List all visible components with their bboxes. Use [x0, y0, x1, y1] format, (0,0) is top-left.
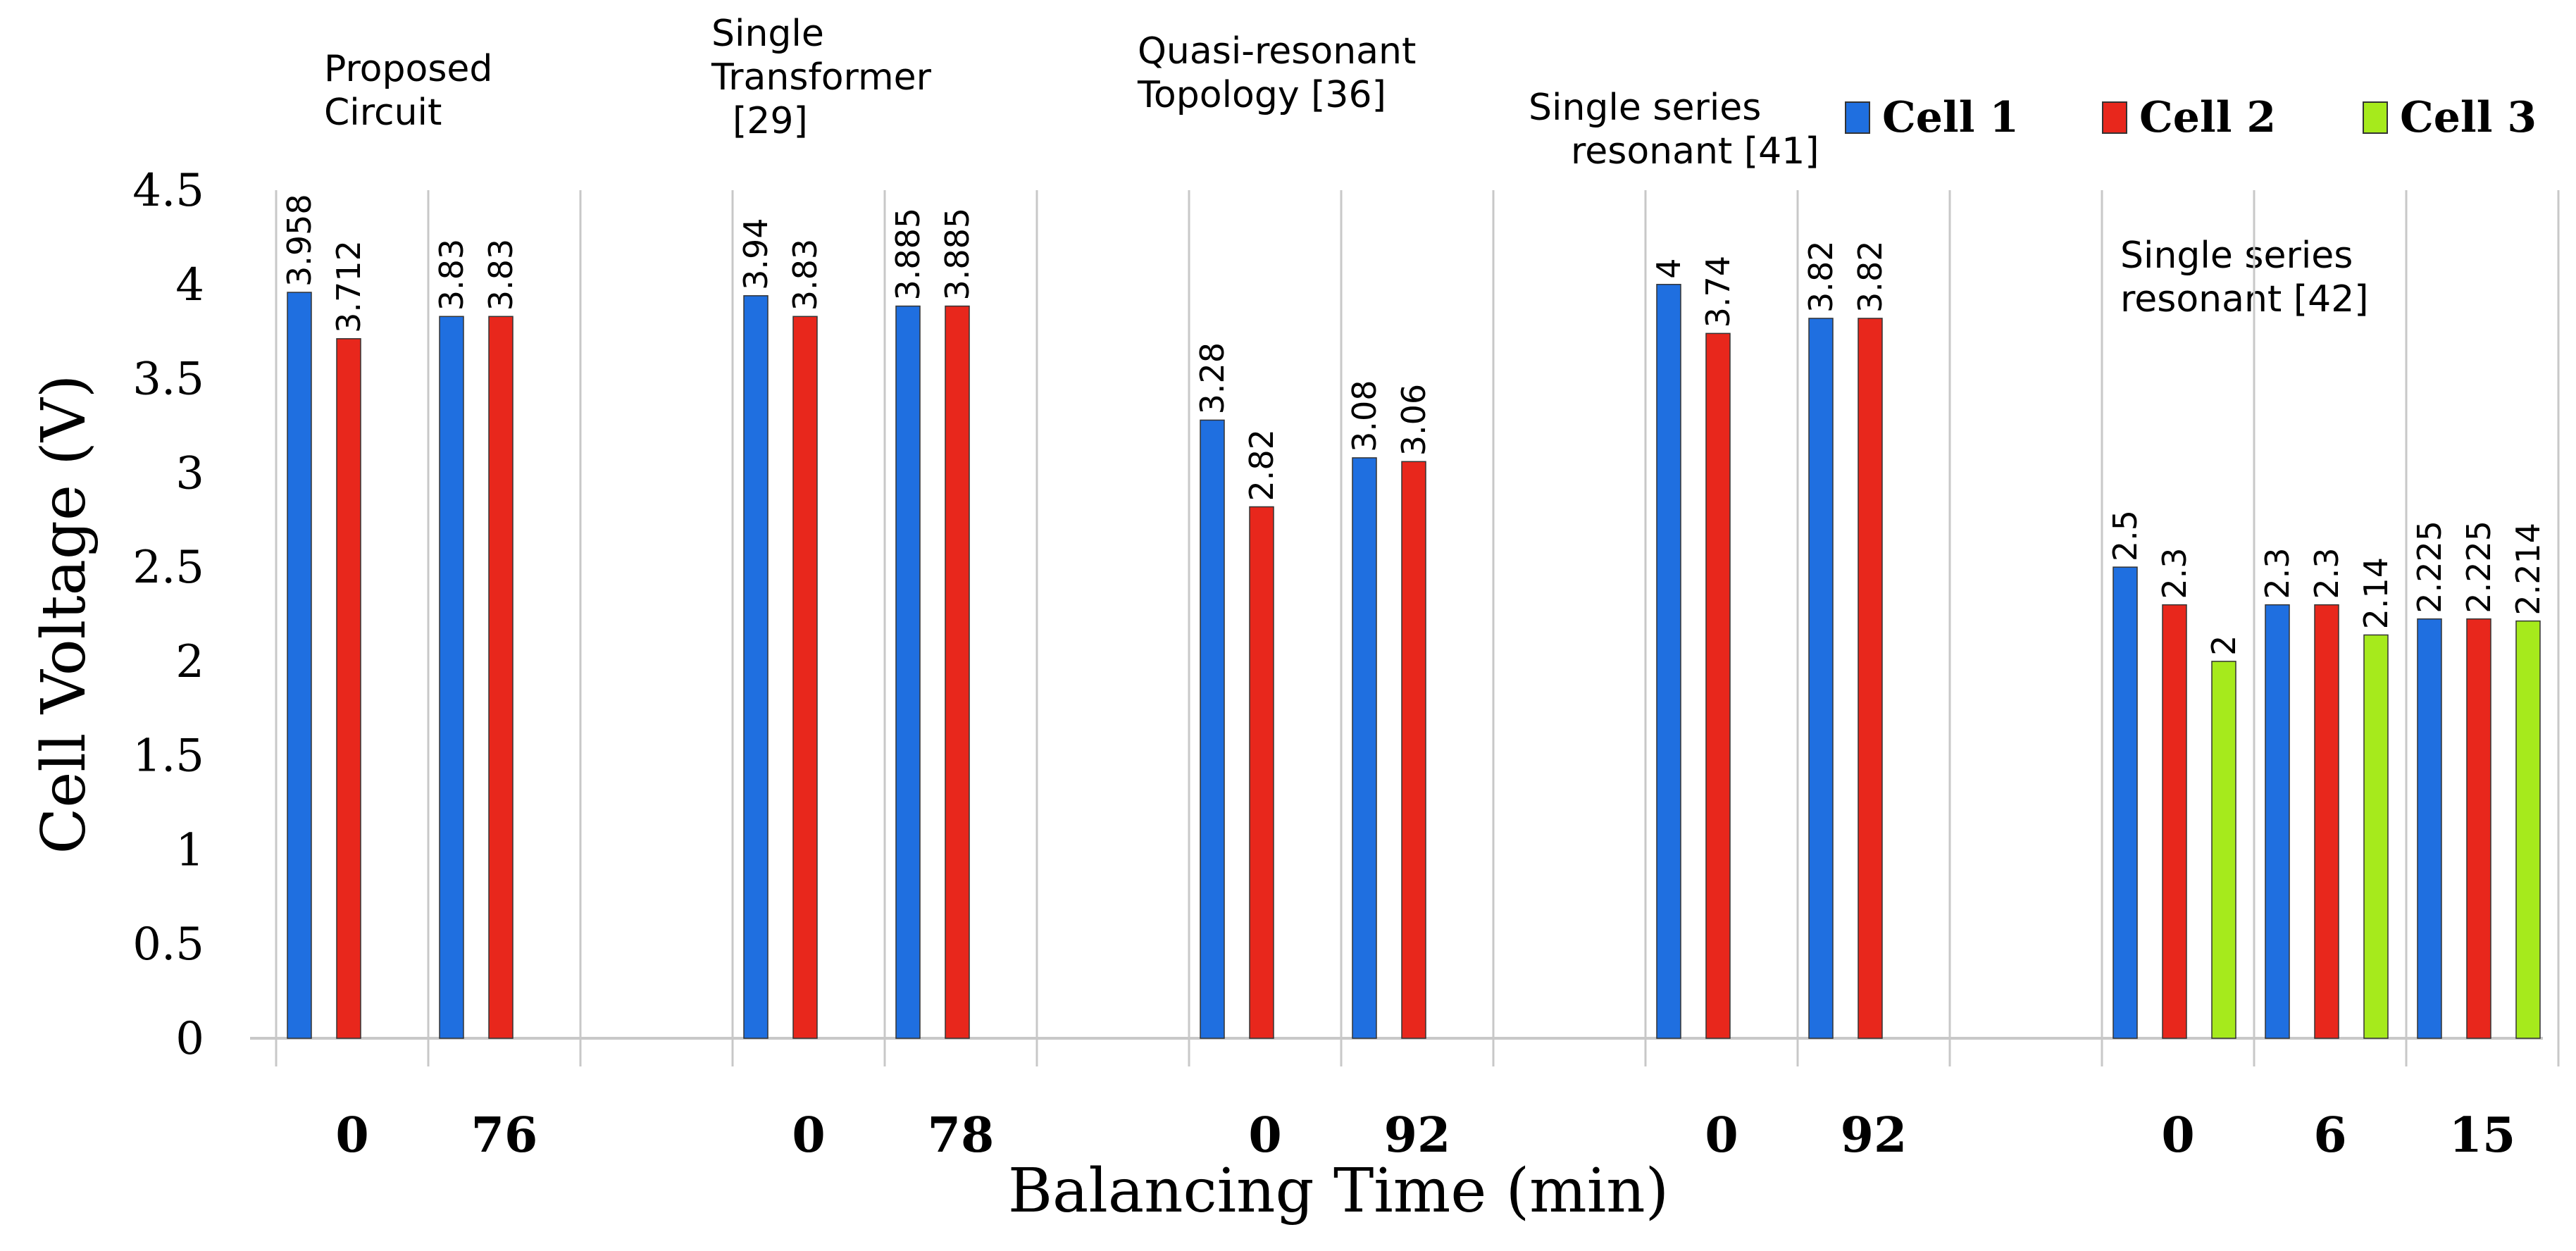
- group-label: Single series: [1529, 87, 1761, 129]
- data-label: 2.225: [2410, 521, 2449, 614]
- data-label: 3.83: [786, 239, 824, 311]
- bar-cell-2: [1858, 318, 1883, 1039]
- bar-cell-2: [1705, 332, 1731, 1039]
- bar-cell-3: [2363, 634, 2389, 1039]
- data-label: 2.214: [2509, 523, 2547, 616]
- group-label: Quasi-resonant: [1138, 30, 1416, 73]
- bar-cell-2: [336, 338, 361, 1039]
- bar-cell-2: [1249, 506, 1274, 1039]
- legend-swatch-cell-2: [2102, 101, 2127, 134]
- bar-cell-1: [743, 295, 769, 1039]
- x-tick-label: 6: [2313, 1107, 2346, 1164]
- bar-cell-2: [2162, 604, 2187, 1039]
- bar-cell-1: [2113, 566, 2138, 1039]
- bar-cell-1: [1808, 318, 1834, 1039]
- bar-cell-1: [2417, 618, 2442, 1039]
- group-label: Single: [711, 13, 824, 55]
- group-label: [29]: [733, 100, 808, 142]
- y-tick-label: 3: [175, 447, 204, 499]
- bar-cell-1: [1656, 284, 1681, 1039]
- y-tick-label: 0.5: [132, 919, 204, 971]
- data-label: 3.712: [330, 240, 368, 333]
- y-tick-label: 4.5: [132, 165, 204, 217]
- bar-cell-2: [2466, 618, 2491, 1039]
- data-label: 2: [2205, 635, 2243, 656]
- bar-cell-1: [895, 305, 921, 1039]
- x-tick-label: 0: [335, 1107, 368, 1164]
- bar-cell-3: [2211, 661, 2236, 1039]
- bar-cell-1: [287, 292, 312, 1039]
- y-tick-label: 4: [175, 259, 204, 311]
- legend-label: Cell 1: [1882, 93, 2019, 142]
- data-label: 3.08: [1345, 380, 1383, 452]
- legend-label: Cell 2: [2139, 93, 2276, 142]
- data-label: 3.82: [1851, 241, 1889, 313]
- y-tick-label: 1: [175, 824, 204, 876]
- x-tick-label: 78: [928, 1107, 995, 1164]
- data-label: 3.74: [1699, 256, 1737, 328]
- data-label: 2.3: [2155, 547, 2194, 599]
- data-label: 3.94: [737, 218, 775, 290]
- bar-cell-3: [2515, 620, 2541, 1039]
- group-label: resonant [41]: [1571, 130, 1819, 173]
- bar-cell-2: [1401, 461, 1426, 1039]
- data-label: 3.06: [1395, 384, 1433, 456]
- data-label: 2.5: [2106, 510, 2144, 561]
- group-label: Single series: [2120, 235, 2353, 277]
- bar-cell-2: [945, 305, 970, 1039]
- x-tick-label: 15: [2449, 1107, 2516, 1164]
- x-tick-label: 0: [1705, 1107, 1738, 1164]
- data-label: 2.225: [2460, 521, 2498, 614]
- data-label: 3.82: [1802, 241, 1840, 313]
- data-label: 2.3: [2308, 547, 2346, 599]
- group-label: Proposed: [324, 48, 492, 90]
- group-label: Transformer: [711, 56, 932, 99]
- bar-cell-2: [792, 316, 818, 1039]
- plot-area: 0 0.5 1 1.5 2 2.5 3 3.5 4 4.5 Cell Voltage (V) Bala…: [29, 13, 2560, 1226]
- data-label: 2.14: [2357, 557, 2395, 629]
- y-tick-label: 3.5: [132, 354, 204, 406]
- data-label: 3.83: [482, 239, 520, 311]
- y-axis-title: Cell Voltage (V): [29, 375, 99, 854]
- y-tick-label: 2.5: [132, 542, 204, 594]
- x-tick-label: 76: [471, 1107, 538, 1164]
- legend-label: Cell 3: [2400, 93, 2537, 142]
- y-tick-label: 2: [175, 636, 204, 688]
- data-label: 3.28: [1193, 342, 1231, 414]
- legend-swatch-cell-3: [2363, 101, 2388, 134]
- group-label: Topology [36]: [1137, 74, 1386, 116]
- y-tick-label: 1.5: [132, 730, 204, 783]
- data-label: 2.82: [1243, 429, 1281, 501]
- x-axis-title: Balancing Time (min): [1008, 1156, 1669, 1226]
- group-label: Circuit: [324, 92, 442, 134]
- data-label: 2.3: [2258, 547, 2296, 599]
- data-label: 3.83: [433, 239, 471, 311]
- x-tick-label: 0: [2161, 1107, 2194, 1164]
- x-tick-label: 92: [1384, 1107, 1451, 1164]
- bar-cell-1: [2265, 604, 2290, 1039]
- bar-cell-1: [1352, 457, 1377, 1039]
- legend: Cell 1 Cell 2 Cell 3: [1845, 93, 2537, 142]
- data-label: 3.885: [938, 208, 976, 301]
- data-label: 4: [1650, 258, 1688, 278]
- x-tick-label: 0: [792, 1107, 825, 1164]
- x-tick-label: 0: [1248, 1107, 1281, 1164]
- legend-swatch-cell-1: [1845, 101, 1870, 134]
- data-label: 3.958: [280, 194, 318, 287]
- bar-cell-2: [2314, 604, 2339, 1039]
- y-tick-label: 0: [175, 1013, 204, 1065]
- group-label: resonant [42]: [2120, 278, 2369, 320]
- data-label: 3.885: [889, 208, 927, 301]
- bar-cell-2: [488, 316, 514, 1039]
- bar-cell-1: [439, 316, 464, 1039]
- x-tick-label: 92: [1841, 1107, 1908, 1164]
- bar-cell-1: [1200, 419, 1225, 1039]
